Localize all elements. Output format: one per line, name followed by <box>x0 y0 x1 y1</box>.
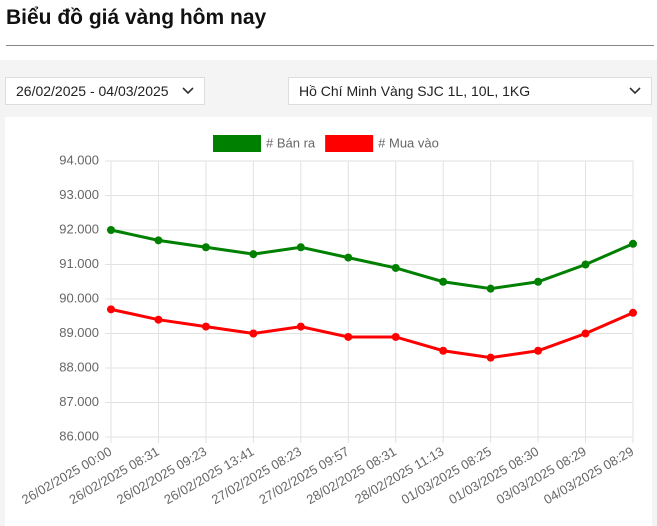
date-range-text: 26/02/2025 - 04/03/2025 <box>16 83 169 99</box>
product-text: Hồ Chí Minh Vàng SJC 1L, 10L, 1KG <box>299 83 531 99</box>
legend-label: # Mua vào <box>378 135 439 150</box>
data-point <box>249 250 258 259</box>
data-point <box>486 284 495 293</box>
data-point <box>107 305 115 314</box>
header: Biểu đồ giá vàng hôm nay <box>0 0 657 60</box>
y-tick-label: 94.000 <box>59 152 99 167</box>
product-select[interactable]: Hồ Chí Minh Vàng SJC 1L, 10L, 1KG <box>288 77 652 105</box>
data-point <box>344 253 353 262</box>
data-point <box>581 260 590 269</box>
data-point <box>344 332 353 341</box>
data-point <box>249 329 258 338</box>
data-point <box>439 346 448 355</box>
data-point <box>391 263 400 272</box>
chevron <box>629 87 641 95</box>
legend-swatch <box>213 135 261 152</box>
data-point <box>629 239 637 248</box>
data-point <box>154 236 163 245</box>
legend-swatch <box>325 135 374 152</box>
y-tick-label: 91.000 <box>59 256 99 271</box>
chevron <box>182 87 194 95</box>
y-tick-label: 90.000 <box>59 290 99 305</box>
y-tick-label: 93.000 <box>59 187 99 202</box>
y-tick-label: 87.000 <box>59 394 99 409</box>
legend-label: # Bán ra <box>266 135 316 150</box>
series-line <box>110 307 634 360</box>
data-point <box>391 332 400 341</box>
data-point <box>201 322 210 331</box>
data-point <box>581 329 590 338</box>
data-point <box>154 315 163 324</box>
date-range-select[interactable]: 26/02/2025 - 04/03/2025 <box>5 77 205 105</box>
data-point <box>201 243 210 252</box>
page-title: Biểu đồ giá vàng hôm nay <box>6 6 267 29</box>
data-point <box>107 226 115 234</box>
y-tick-label: 89.000 <box>59 325 99 340</box>
data-point <box>439 277 448 286</box>
y-tick-label: 88.000 <box>59 359 99 374</box>
data-point <box>534 346 543 355</box>
data-point <box>534 277 543 286</box>
series-line <box>110 228 634 291</box>
data-point <box>486 353 495 362</box>
chart-panel <box>5 117 652 526</box>
y-tick-label: 92.000 <box>59 221 99 236</box>
chart: 86.000 87.000 88.000 89.000 90.000 91.000 92.0… <box>5 117 652 526</box>
divider <box>6 45 654 46</box>
y-tick-label: 86.000 <box>59 428 99 443</box>
data-point <box>629 308 637 317</box>
data-point <box>296 322 305 331</box>
data-point <box>296 243 305 252</box>
